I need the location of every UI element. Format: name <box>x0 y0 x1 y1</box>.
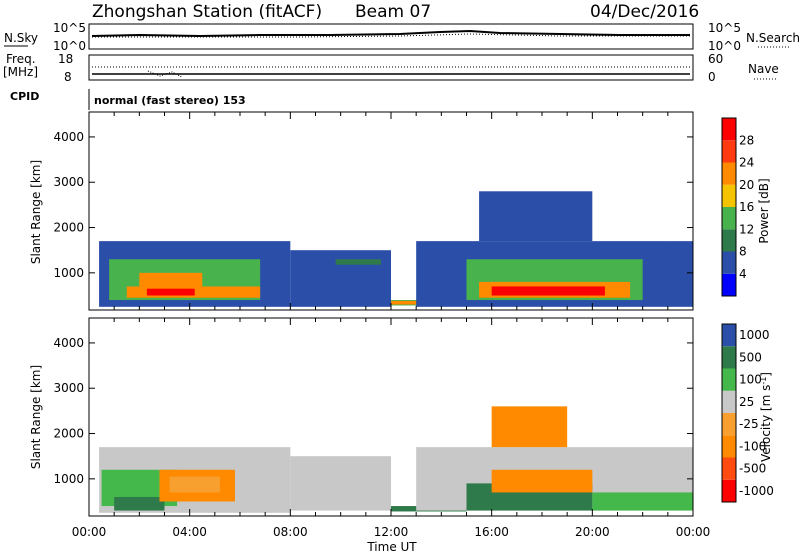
power-echo-region <box>491 286 605 296</box>
power-echo-region <box>479 191 593 242</box>
velocity-panel: Slant Range [km] 1000 2000 3000 4000 1000 50… <box>29 317 774 517</box>
freq-unit: [MHz] <box>3 65 38 79</box>
cpid-label: CPID <box>10 90 39 103</box>
power-colorbar-segment <box>722 162 736 185</box>
nsky-tick-bottom: 10^0 <box>53 39 86 53</box>
velocity-echo-region <box>491 469 593 493</box>
power-colorbar-segment <box>722 118 736 141</box>
velocity-colorbar-segment <box>722 413 736 436</box>
nsearch-trace <box>92 33 690 38</box>
nsky-panel: N.Sky 10^5 10^0 10^5 10^0 N.Search <box>4 21 800 53</box>
velocity-colorbar-segment <box>722 479 736 502</box>
power-ytick-label: 3000 <box>53 175 84 189</box>
power-colorbar-tick: 28 <box>739 133 754 147</box>
velocity-ytick-label: 1000 <box>53 472 84 486</box>
power-colorbar-tick: 20 <box>739 178 754 192</box>
velocity-colorbar-tick: -25 <box>739 417 759 431</box>
power-echo-region <box>290 250 391 307</box>
velocity-colorbar-segment <box>722 435 736 458</box>
power-colorbar-segment <box>722 251 736 274</box>
nave-label: Nave <box>748 62 779 76</box>
velocity-echo-region <box>290 456 391 511</box>
velocity-ylabel: Slant Range [km] <box>29 365 43 469</box>
power-colorbar-segment <box>722 207 736 230</box>
power-echo-region <box>335 259 381 265</box>
power-ylabel: Slant Range [km] <box>29 160 43 264</box>
velocity-echo-region <box>491 406 568 448</box>
nave-tick-top: 60 <box>708 52 723 66</box>
beam-label: Beam 07 <box>355 2 431 22</box>
velocity-colorbar-tick: -500 <box>739 462 766 476</box>
time-tick-label: 20:00 <box>575 525 610 539</box>
power-ytick-label: 1000 <box>53 266 84 280</box>
velocity-colorbar-segment <box>722 457 736 480</box>
velocity-colorbar-segment <box>722 390 736 413</box>
velocity-colorbar-tick: -1000 <box>739 484 774 498</box>
power-colorbar-label: Power [dB] <box>757 178 771 243</box>
velocity-echo-region <box>592 492 693 511</box>
power-echo-region <box>667 243 693 253</box>
station-title: Zhongshan Station (fitACF) <box>92 2 322 22</box>
time-tick-label: 16:00 <box>474 525 509 539</box>
power-colorbar-segment <box>722 229 736 252</box>
power-panel: Slant Range [km] 1000 2000 3000 4000 4 8 12 16… <box>29 111 771 311</box>
nsky-tick-top: 10^5 <box>53 21 86 35</box>
velocity-colorbar: 1000 500 100 25 -25 -100 -500 -1000 <box>721 323 774 503</box>
power-colorbar-segment <box>722 184 736 207</box>
power-colorbar-tick: 12 <box>739 222 754 236</box>
freq-panel: Freq. [MHz] 18 8 60 0 Nave <box>3 52 779 84</box>
velocity-echo-region <box>114 496 165 511</box>
freq-tick-bottom: 8 <box>64 70 72 84</box>
cpid-text: normal (fast stereo) 153 <box>94 94 246 107</box>
power-colorbar-tick: 8 <box>739 245 747 259</box>
power-colorbar-segment <box>722 273 736 296</box>
nsky-label: N.Sky <box>4 31 38 45</box>
velocity-colorbar-segment <box>722 368 736 391</box>
velocity-colorbar-tick: 100 <box>739 373 762 387</box>
time-tick-label: 00:00 <box>72 525 107 539</box>
time-tick-label: 08:00 <box>273 525 308 539</box>
freq-tick-top: 18 <box>58 52 73 66</box>
nave-tick-bottom: 0 <box>708 70 716 84</box>
power-colorbar-segment <box>722 140 736 163</box>
velocity-colorbar-tick: -100 <box>739 439 766 453</box>
velocity-colorbar-tick: 500 <box>739 350 762 364</box>
velocity-echo-region <box>667 449 693 459</box>
velocity-ytick-label: 3000 <box>53 381 84 395</box>
time-tick-label: 12:00 <box>374 525 409 539</box>
velocity-colorbar-tick: 1000 <box>739 328 770 342</box>
time-axis-label: Time UT <box>366 540 417 554</box>
velocity-echo-region <box>169 476 220 493</box>
velocity-colorbar-tick: 25 <box>739 395 754 409</box>
power-ytick-label: 2000 <box>53 221 84 235</box>
velocity-colorbar-label: Velocity [m s-1] <box>759 372 773 462</box>
nsky-trace <box>91 29 690 38</box>
nsearch-tick-bottom: 10^0 <box>708 39 741 53</box>
velocity-ytick-label: 4000 <box>53 336 84 350</box>
date-label: 04/Dec/2016 <box>590 2 699 22</box>
nsearch-tick-top: 10^5 <box>708 21 741 35</box>
power-echo-region <box>146 288 195 296</box>
power-echo-region <box>139 272 203 291</box>
time-tick-label: 04:00 <box>172 525 207 539</box>
power-colorbar-tick: 24 <box>739 156 754 170</box>
time-tick-label: 00:00 <box>676 525 711 539</box>
velocity-colorbar-segment <box>722 346 736 369</box>
power-colorbar: 4 8 12 16 20 24 28 <box>721 117 754 297</box>
velocity-echo-region <box>240 487 266 507</box>
power-colorbar-tick: 16 <box>739 200 754 214</box>
velocity-colorbar-segment <box>722 324 736 347</box>
power-colorbar-tick: 4 <box>739 267 747 281</box>
freq-label: Freq. <box>6 52 36 66</box>
velocity-ytick-label: 2000 <box>53 427 84 441</box>
power-ytick-label: 4000 <box>53 130 84 144</box>
nsearch-label: N.Search <box>746 31 800 45</box>
